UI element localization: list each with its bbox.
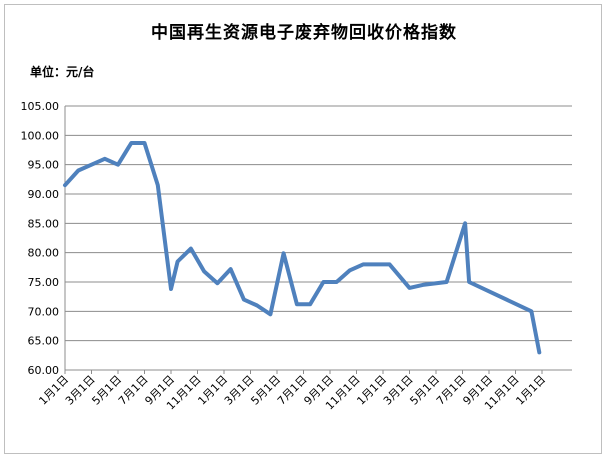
data-point (321, 280, 325, 284)
data-point (537, 350, 541, 354)
y-tick-label: 95.00 (28, 159, 60, 172)
data-point (76, 169, 80, 173)
data-point (116, 163, 120, 167)
unit-label: 单位：元/台 (30, 65, 95, 79)
data-point (374, 262, 378, 266)
data-point (268, 312, 272, 316)
y-tick-label: 80.00 (28, 247, 60, 260)
data-point (308, 302, 312, 306)
data-point (156, 183, 160, 187)
y-tick-label: 65.00 (28, 335, 60, 348)
data-point (408, 286, 411, 290)
data-point (467, 280, 471, 284)
data-point (202, 269, 206, 273)
data-point (129, 141, 133, 145)
y-tick-label: 100.00 (21, 129, 60, 142)
data-point (242, 298, 246, 302)
series-line (63, 141, 542, 355)
data-point (388, 262, 392, 266)
chart-title: 中国再生资源电子废弃物回收价格指数 (151, 23, 457, 43)
y-tick-label: 85.00 (28, 217, 60, 230)
data-point (215, 281, 219, 285)
data-point (463, 221, 467, 225)
chart-frame (4, 4, 602, 454)
y-tick-label: 60.00 (28, 364, 60, 377)
data-point (176, 259, 180, 263)
y-tick-label: 105.00 (21, 100, 60, 113)
data-point (529, 309, 533, 313)
data-point (295, 302, 299, 306)
data-point (169, 287, 173, 291)
data-point (348, 268, 352, 272)
data-point (103, 157, 107, 161)
data-point (282, 251, 286, 255)
y-tick-label: 70.00 (28, 305, 60, 318)
x-tick-label: 1月1日 (513, 373, 548, 408)
y-tick-label: 90.00 (28, 188, 60, 201)
data-point (335, 280, 339, 284)
data-point (421, 283, 425, 287)
data-point (445, 280, 449, 284)
data-point (255, 303, 259, 307)
data-point (189, 247, 193, 251)
data-point (90, 163, 93, 167)
data-point (63, 183, 67, 187)
data-point (143, 141, 146, 145)
y-tick-label: 75.00 (28, 276, 60, 289)
data-point (229, 267, 233, 271)
data-point (361, 262, 365, 266)
